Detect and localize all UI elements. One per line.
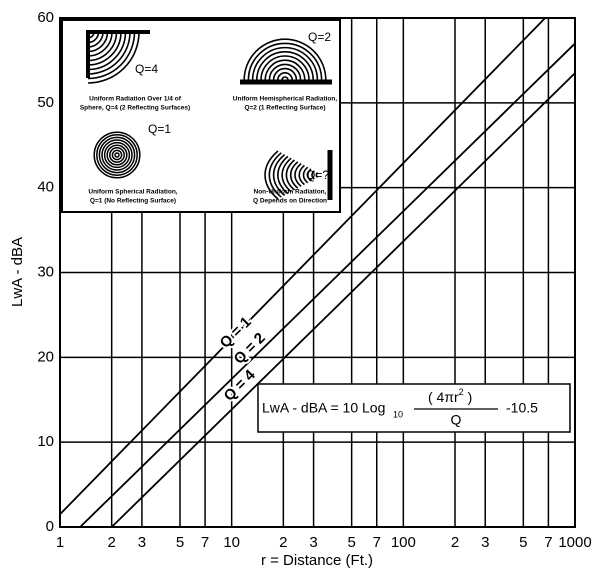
inset-caption: Non-Uniform Radiation, <box>254 189 327 196</box>
arc <box>87 31 140 84</box>
y-tick-label: 20 <box>37 348 54 365</box>
x-axis-label: r = Distance (Ft.) <box>261 552 373 569</box>
formula: ( 4πr2 ) <box>428 387 472 404</box>
y-tick-label: 50 <box>37 94 54 111</box>
arc <box>289 161 299 189</box>
arc <box>302 166 309 184</box>
inset-caption: Q=2 (1 Reflecting Surface) <box>244 105 325 112</box>
arc <box>87 31 113 57</box>
inset-q-label: Q=4 <box>135 62 158 76</box>
x-tick-label: 10 <box>223 534 240 551</box>
ring <box>111 149 123 161</box>
formula: LwA - dBA = 10 Log <box>262 400 385 416</box>
ring <box>103 141 131 169</box>
arc <box>87 31 122 66</box>
ring <box>96 134 138 176</box>
inset-q-label: Q=2 <box>308 30 331 44</box>
inset-art <box>86 30 333 200</box>
arc <box>256 51 314 81</box>
x-tick-label: 5 <box>519 534 527 551</box>
x-tick-label: 100 <box>391 534 416 551</box>
x-tick-label: 7 <box>373 534 381 551</box>
arc <box>298 164 305 186</box>
arc <box>264 59 306 81</box>
arc <box>307 168 312 182</box>
y-tick-label: 0 <box>46 518 54 535</box>
x-tick-label: 1000 <box>558 534 591 551</box>
formula-part: ( 4πr <box>428 389 459 405</box>
wall <box>86 30 150 78</box>
arc <box>272 67 298 81</box>
arc <box>281 76 289 81</box>
ring <box>114 152 120 158</box>
arc <box>281 157 292 193</box>
y-tick-label: 10 <box>37 433 54 450</box>
ring <box>109 147 125 163</box>
arc <box>268 152 282 198</box>
x-tick-label: 2 <box>451 534 459 551</box>
y-tick-label: 30 <box>37 263 54 280</box>
x-tick-label: 2 <box>108 534 116 551</box>
arc <box>277 155 289 195</box>
arc <box>315 171 319 179</box>
x-tick-label: 3 <box>309 534 317 551</box>
arc <box>247 42 323 81</box>
arc <box>260 55 310 81</box>
arc <box>268 63 302 81</box>
arc <box>87 31 109 53</box>
formula: Q <box>451 412 462 428</box>
formula-part: ) <box>464 389 473 405</box>
y-tick-label: 60 <box>37 9 54 26</box>
series-line <box>79 42 576 528</box>
inset-caption: Uniform Radiation Over 1/4 of <box>89 96 182 103</box>
x-tick-label: 5 <box>176 534 184 551</box>
inset-caption: Sphere, Q=4 (2 Reflecting Surfaces) <box>80 105 190 112</box>
inset-caption: Uniform Spherical Radiation, <box>88 189 177 196</box>
arc <box>87 31 131 75</box>
inset-q-label: Q=? <box>306 168 329 182</box>
arc <box>272 153 286 197</box>
y-tick-label: 40 <box>37 179 54 196</box>
arc <box>87 31 118 62</box>
inset-caption: Q Depends on Direction <box>253 198 327 205</box>
x-tick-label: 3 <box>138 534 146 551</box>
arc <box>294 162 302 188</box>
ring <box>106 144 128 166</box>
formula: -10.5 <box>506 400 538 416</box>
arc <box>277 72 293 81</box>
ring <box>93 131 141 179</box>
arc <box>285 159 296 191</box>
y-axis-label: LwA - dBA <box>9 237 26 307</box>
arc <box>251 46 319 81</box>
x-tick-label: 2 <box>279 534 287 551</box>
formula-part: 2 <box>459 387 464 397</box>
ring <box>98 136 136 174</box>
arc <box>87 31 136 80</box>
series-line <box>59 17 546 515</box>
x-tick-label: 1 <box>56 534 64 551</box>
x-tick-label: 3 <box>481 534 489 551</box>
arc <box>243 38 327 81</box>
formula-box <box>257 383 571 433</box>
formula: 10 <box>393 409 403 419</box>
x-tick-label: 7 <box>201 534 209 551</box>
arc <box>264 150 279 200</box>
inset-caption: Uniform Hemispherical Radiation, <box>233 96 338 103</box>
plot-frame <box>59 17 576 528</box>
arc <box>311 170 315 180</box>
x-tick-label: 5 <box>347 534 355 551</box>
series-line <box>111 72 576 528</box>
arc <box>87 31 127 71</box>
inset-q-label: Q=1 <box>148 122 171 136</box>
ring <box>101 139 133 171</box>
inset-caption: Q=1 (No Reflecting Surface) <box>90 198 176 205</box>
x-tick-label: 7 <box>544 534 552 551</box>
